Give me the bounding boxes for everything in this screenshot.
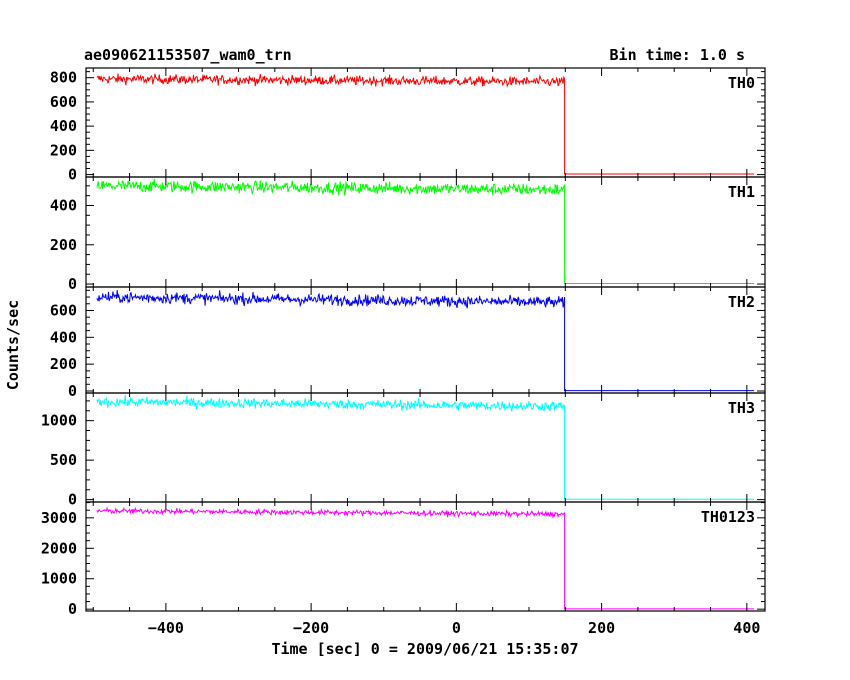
x-tick-label: −200 [293, 619, 329, 637]
series-label-th2: TH2 [728, 293, 755, 311]
bin-time-label: Bin time: 1.0 s [610, 46, 745, 64]
y-tick-label: 400 [50, 117, 77, 135]
y-tick-label: 200 [50, 355, 77, 373]
series-label-th3: TH3 [728, 399, 755, 417]
panel-frame [85, 501, 766, 612]
panel-frame [85, 286, 766, 394]
y-tick-label: 0 [68, 166, 77, 184]
y-tick-label: 200 [50, 236, 77, 254]
y-tick-label: 0 [68, 491, 77, 509]
panel-th3: 0 500 1000 TH3 [41, 392, 766, 509]
y-tick-label: 800 [50, 69, 77, 87]
y-axis-label: Counts/sec [4, 300, 22, 390]
y-tick-label: 1000 [41, 412, 77, 430]
series-line-th0 [96, 73, 755, 175]
series-line-th3 [96, 394, 755, 500]
y-tick-label: 400 [50, 196, 77, 214]
x-tick-label: −400 [148, 619, 184, 637]
x-axis-label: Time [sec] 0 = 2009/06/21 15:35:07 [271, 640, 578, 658]
y-tick-label: 200 [50, 141, 77, 159]
series-label-th0: TH0 [728, 74, 755, 92]
panel-th0: 0 200 400 600 800 TH0 [50, 67, 766, 184]
series-line-th0123 [96, 506, 755, 610]
panel-th1: 0 200 400 TH1 [50, 176, 766, 293]
series-line-th2 [96, 289, 755, 392]
series-line-th1 [96, 178, 755, 284]
panel-th2: 0 200 400 600 TH2 [50, 286, 766, 400]
y-tick-label: 600 [50, 93, 77, 111]
x-tick-label: 0 [452, 619, 461, 637]
y-tick-label: 0 [68, 600, 77, 618]
y-tick-label: 0 [68, 275, 77, 293]
panel-frame [85, 176, 766, 288]
x-tick-label: 200 [588, 619, 615, 637]
series-label-th0123: TH0123 [701, 508, 755, 526]
y-tick-label: 600 [50, 301, 77, 319]
series-label-th1: TH1 [728, 183, 755, 201]
panel-frame [85, 392, 766, 503]
panel-th0123: 0 1000 2000 3000 TH0123 [41, 501, 766, 618]
x-tick-label: 400 [733, 619, 760, 637]
chart-title: ae090621153507_wam0_trn [84, 46, 292, 64]
y-tick-label: 2000 [41, 539, 77, 557]
y-tick-label: 3000 [41, 509, 77, 527]
y-tick-label: 400 [50, 328, 77, 346]
y-tick-label: 1000 [41, 570, 77, 588]
y-tick-label: 500 [50, 451, 77, 469]
y-tick-label: 0 [68, 382, 77, 400]
panel-frame [85, 67, 766, 178]
